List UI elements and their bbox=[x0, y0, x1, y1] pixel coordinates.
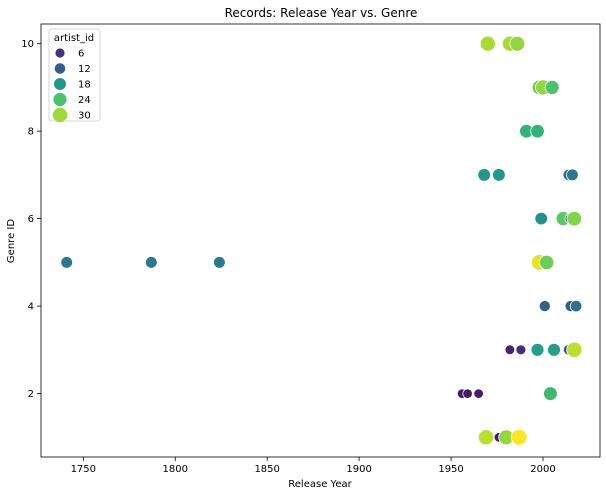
data-point bbox=[477, 168, 492, 182]
data-point bbox=[547, 342, 561, 357]
y-tick-label: 2 bbox=[28, 389, 34, 400]
legend-marker bbox=[52, 92, 68, 107]
y-tick-label: 8 bbox=[28, 127, 34, 138]
data-point bbox=[213, 256, 226, 269]
y-tick-label: 4 bbox=[28, 302, 34, 313]
data-point bbox=[473, 388, 484, 399]
data-point bbox=[539, 254, 555, 270]
legend-entry-label: 30 bbox=[78, 111, 91, 122]
data-point bbox=[145, 256, 158, 269]
y-axis: 2 4 6 8 10 bbox=[21, 39, 41, 400]
y-tick-label: 10 bbox=[21, 39, 34, 50]
x-tick-label: 1800 bbox=[163, 464, 188, 475]
data-point bbox=[60, 256, 73, 269]
data-point bbox=[544, 80, 560, 95]
legend-marker bbox=[53, 77, 67, 91]
legend-entry-label: 12 bbox=[78, 64, 91, 75]
data-point bbox=[530, 342, 545, 357]
x-axis-label: Release Year bbox=[288, 479, 352, 490]
legend-marker bbox=[51, 106, 69, 124]
x-axis: 1750 1800 1850 1900 1950 2000 bbox=[71, 457, 556, 475]
data-point bbox=[569, 299, 583, 313]
x-tick-label: 1750 bbox=[71, 464, 96, 475]
data-point bbox=[543, 386, 558, 401]
axes-frame bbox=[40, 23, 601, 458]
legend-marker bbox=[54, 47, 66, 59]
data-point bbox=[538, 300, 551, 313]
legend-entry-label: 6 bbox=[78, 49, 84, 60]
data-point bbox=[492, 168, 506, 182]
legend-entry-label: 24 bbox=[78, 95, 91, 106]
y-tick-label: 6 bbox=[28, 214, 34, 225]
x-tick-label: 1950 bbox=[438, 464, 463, 475]
legend-marker bbox=[53, 62, 67, 75]
data-point bbox=[566, 168, 579, 182]
x-tick-label: 2000 bbox=[530, 464, 555, 475]
chart-title: Records: Release Year vs. Genre bbox=[225, 6, 418, 20]
data-point bbox=[534, 211, 548, 226]
data-point bbox=[462, 388, 473, 399]
x-tick-label: 1850 bbox=[254, 464, 279, 475]
data-point bbox=[504, 344, 516, 356]
data-point bbox=[477, 429, 495, 446]
x-tick-label: 1900 bbox=[346, 464, 371, 475]
legend-entry-label: 18 bbox=[78, 80, 91, 91]
data-point bbox=[479, 35, 496, 52]
data-point bbox=[509, 35, 526, 52]
plot-area bbox=[60, 35, 583, 446]
data-point bbox=[515, 344, 527, 356]
data-point bbox=[566, 210, 583, 227]
legend-title: artist_id bbox=[54, 33, 94, 44]
data-point bbox=[510, 428, 528, 446]
data-point bbox=[566, 341, 583, 358]
legend: artist_id 6 12 18 24 30 bbox=[48, 28, 101, 124]
data-point bbox=[530, 123, 545, 139]
y-axis-label: Genre ID bbox=[6, 219, 17, 263]
